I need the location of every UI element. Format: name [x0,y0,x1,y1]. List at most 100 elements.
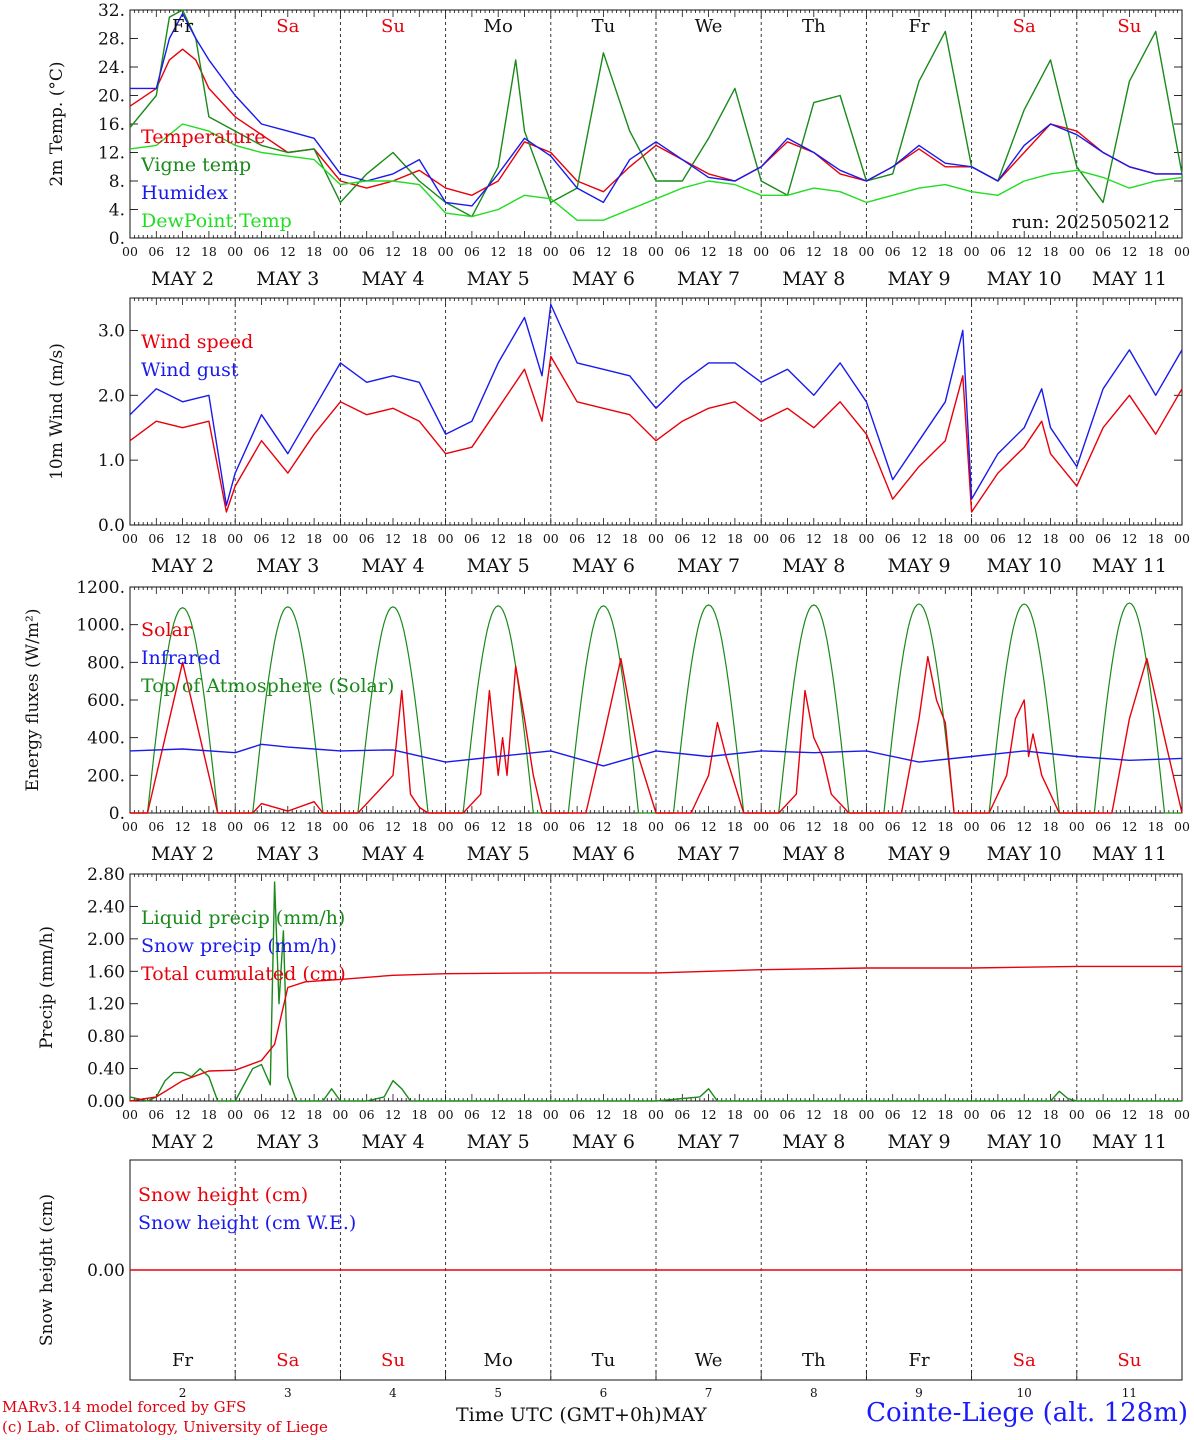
credit-line-2: (c) Lab. of Climatology, University of L… [2,1418,328,1436]
wind-date-label: MAY 3 [256,555,319,577]
wind-x-tick-label: 06 [674,531,690,546]
wind-x-tick-label: 00 [543,531,559,546]
precip-y-tick-label: 2.40 [87,897,125,917]
wind-legend-entry: Wind speed [141,331,253,353]
energy-date-label: MAY 9 [887,843,950,865]
wind-x-tick-label: 06 [359,531,375,546]
wind-x-tick-label: 06 [885,531,901,546]
precip-date-label: MAY 10 [987,1131,1062,1153]
precip-x-tick-label: 06 [359,1107,375,1122]
energy-x-tick-label: 12 [806,819,822,834]
temperature-date-label: MAY 10 [987,268,1062,290]
energy-y-tick-label: 1000. [76,616,125,636]
temperature-x-tick-label: 12 [806,244,822,259]
energy-x-tick-label: 18 [306,819,322,834]
temperature-x-tick-label: 18 [517,244,533,259]
energy-y-tick-label: 200. [87,766,125,786]
energy-date-label: MAY 5 [467,843,530,865]
wind-x-tick-label: 12 [280,531,296,546]
snow-day-name: Tu [592,1350,616,1371]
wind-x-tick-label: 12 [1016,531,1032,546]
precip-date-label: MAY 6 [572,1131,635,1153]
temperature-legend-entry: Temperature [141,126,265,148]
precip-y-tick-label: 0.00 [87,1092,125,1112]
snow-day-name: We [695,1350,723,1371]
energy-date-label: MAY 8 [782,843,845,865]
temperature-x-tick-label: 18 [622,244,638,259]
wind-x-tick-label: 18 [1148,531,1164,546]
snow-day-name: Su [381,1350,405,1371]
snow-day-number: 6 [600,1386,608,1400]
temperature-day-name: Fr [908,16,929,37]
precip-x-tick-label: 06 [254,1107,270,1122]
energy-x-tick-label: 00 [543,819,559,834]
precip-x-tick-label: 18 [517,1107,533,1122]
energy-y-tick-label: 800. [87,653,125,673]
precip-x-tick-label: 00 [1069,1107,1085,1122]
precip-date-label: MAY 8 [782,1131,845,1153]
snow-day-number: 3 [284,1386,292,1400]
precip-x-tick-label: 00 [122,1107,138,1122]
temperature-date-label: MAY 6 [572,268,635,290]
temperature-date-label: MAY 5 [467,268,530,290]
temperature-x-tick-label: 18 [411,244,427,259]
wind-x-tick-label: 18 [1043,531,1059,546]
wind-y-tick-label: 0.0 [98,516,125,536]
precip-x-tick-label: 00 [332,1107,348,1122]
energy-y-axis-title: Energy fluxes (W/m²) [23,609,43,792]
energy-date-label: MAY 6 [572,843,635,865]
temperature-y-tick-label: 32. [98,1,125,21]
precip-x-tick-label: 00 [753,1107,769,1122]
energy-x-tick-label: 06 [148,819,164,834]
energy-x-tick-label: 06 [464,819,480,834]
temperature-x-tick-label: 06 [569,244,585,259]
temperature-x-tick-label: 00 [964,244,980,259]
precip-date-label: MAY 9 [887,1131,950,1153]
run-label: run: 2025050212 [1012,212,1170,233]
energy-x-tick-label: 06 [1095,819,1111,834]
precip-legend-entry: Total cumulated (cm) [141,963,346,985]
temperature-day-name: Sa [276,16,299,37]
precip-x-tick-label: 18 [937,1107,953,1122]
wind-x-tick-label: 18 [937,531,953,546]
wind-x-tick-label: 00 [122,531,138,546]
precip-x-tick-label: 18 [1043,1107,1059,1122]
energy-x-tick-label: 00 [227,819,243,834]
temperature-y-tick-label: 20. [98,87,125,107]
precip-date-label: MAY 5 [467,1131,530,1153]
temperature-x-tick-label: 06 [990,244,1006,259]
snow-day-name: Mo [484,1350,513,1371]
wind-x-tick-label: 12 [911,531,927,546]
energy-x-tick-label: 06 [990,819,1006,834]
temperature-y-axis-title: 2m Temp. (°C) [47,61,67,186]
wind-x-tick-label: 18 [306,531,322,546]
temperature-date-label: MAY 4 [361,268,424,290]
snow-day-number: 8 [810,1386,818,1400]
energy-date-label: MAY 4 [361,843,424,865]
precip-y-tick-label: 2.00 [87,930,125,950]
energy-series-infrared [129,743,1183,767]
precip-x-tick-label: 18 [201,1107,217,1122]
energy-x-tick-label: 06 [254,819,270,834]
snow-day-number: 9 [915,1386,923,1400]
temperature-y-tick-label: 16. [98,115,125,135]
temperature-date-label: MAY 11 [1092,268,1167,290]
precip-x-tick-label: 00 [964,1107,980,1122]
energy-legend-entry: Solar [141,619,193,641]
snow-day-number: 10 [1017,1386,1032,1400]
temperature-x-tick-label: 18 [1043,244,1059,259]
temperature-x-tick-label: 18 [306,244,322,259]
x-axis-title: Time UTC (GMT+0h)MAY [456,1404,707,1426]
snow-day-number: 7 [705,1386,713,1400]
wind-x-tick-label: 06 [254,531,270,546]
temperature-y-tick-label: 24. [98,58,125,78]
precip-x-tick-label: 06 [1095,1107,1111,1122]
temperature-x-tick-label: 12 [1121,244,1137,259]
wind-x-tick-label: 00 [438,531,454,546]
wind-date-label: MAY 5 [467,555,530,577]
precip-y-tick-label: 0.40 [87,1060,125,1080]
temperature-x-tick-label: 18 [201,244,217,259]
temperature-x-tick-label: 18 [1148,244,1164,259]
energy-x-tick-label: 06 [359,819,375,834]
